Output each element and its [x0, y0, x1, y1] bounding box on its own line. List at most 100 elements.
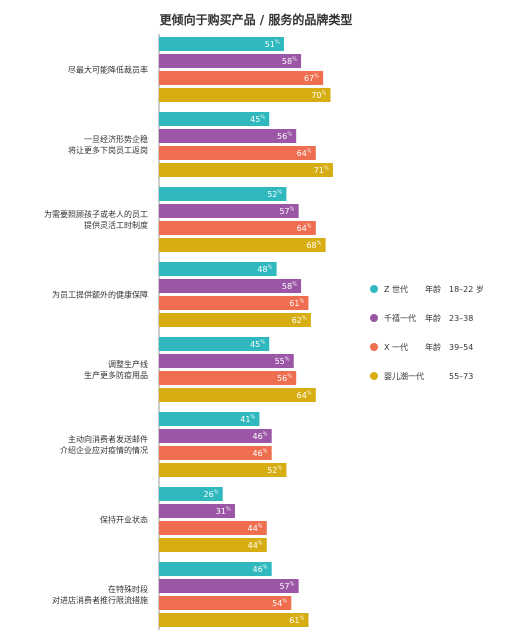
bar-value-unit: %	[287, 374, 292, 380]
bar-value-unit: %	[287, 132, 292, 138]
bar-value-unit: %	[292, 282, 297, 288]
legend-age-label: 年龄	[425, 284, 441, 294]
legend-series-name: Z 世代	[384, 284, 408, 294]
bar	[159, 112, 270, 126]
bars-group: 51 %58 %67 %70 %45 %56 %64 %71 %52 %57 %64 %68 %48 %5…	[159, 37, 333, 627]
bar-value-unit: %	[263, 432, 268, 438]
legend-age-range: 55–73	[449, 372, 473, 381]
bar	[159, 504, 235, 518]
legend-swatch	[370, 285, 378, 293]
category-label: 保持开业状态	[100, 515, 148, 525]
bar-value-unit: %	[263, 449, 268, 455]
bar	[159, 146, 316, 160]
bar-value-label: 31	[216, 507, 226, 516]
bar-value-unit: %	[258, 524, 263, 530]
bar-value-label: 48	[257, 265, 267, 274]
bar-value-label: 56	[277, 374, 287, 383]
bar-value-label: 61	[289, 616, 299, 625]
bar-value-label: 62	[292, 316, 302, 325]
bar-value-unit: %	[302, 316, 307, 322]
bar-value-unit: %	[324, 166, 329, 172]
bar	[159, 262, 277, 276]
bar-value-unit: %	[263, 565, 268, 571]
bar-value-label: 26	[204, 490, 214, 499]
bar-value-unit: %	[314, 74, 319, 80]
bar	[159, 613, 309, 627]
bar-value-label: 46	[253, 565, 263, 574]
category-label: 在特殊时段	[108, 584, 148, 594]
bar-value-label: 41	[240, 415, 250, 424]
bar-value-unit: %	[307, 391, 312, 397]
bar-value-label: 67	[304, 74, 314, 83]
category-label: 为员工提供额外的健康保障	[52, 290, 148, 300]
bar-value-unit: %	[299, 299, 304, 305]
category-label: 一旦经济形势企稳	[84, 134, 148, 144]
category-label: 对进店消费者推行限流措施	[52, 595, 148, 605]
legend-series-name: 婴儿潮一代	[384, 371, 424, 381]
bar-value-unit: %	[250, 415, 255, 421]
legend-age-label: 年龄	[425, 313, 441, 323]
bar	[159, 221, 316, 235]
bar-value-unit: %	[226, 507, 231, 513]
category-labels: 尽最大可能降低裁员率一旦经济形势企稳将让更多下岗员工返岗为需要照顾孩子或老人的员…	[44, 65, 148, 606]
bar-value-label: 58	[282, 57, 292, 66]
bar-value-unit: %	[307, 149, 312, 155]
bar	[159, 562, 272, 576]
legend-swatch	[370, 372, 378, 380]
bar-value-unit: %	[292, 57, 297, 63]
bar-value-label: 57	[279, 582, 289, 591]
legend-age-label: 年龄	[425, 342, 441, 352]
bar-value-unit: %	[285, 357, 290, 363]
bar-value-label: 54	[272, 599, 282, 608]
bar-value-unit: %	[299, 616, 304, 622]
bar	[159, 296, 309, 310]
bar-value-label: 64	[297, 391, 307, 400]
bar-value-unit: %	[258, 541, 263, 547]
legend-swatch	[370, 343, 378, 351]
bar-value-label: 70	[311, 91, 321, 100]
bar-value-unit: %	[290, 582, 295, 588]
bar	[159, 463, 287, 477]
bar	[159, 371, 297, 385]
bar-value-label: 52	[267, 466, 277, 475]
bar-value-unit: %	[260, 115, 265, 121]
bar-value-unit: %	[275, 40, 280, 46]
bar	[159, 412, 260, 426]
bar-value-label: 46	[253, 449, 263, 458]
bar	[159, 446, 272, 460]
bar	[159, 88, 331, 102]
bar-value-unit: %	[317, 241, 322, 247]
bar-value-unit: %	[260, 340, 265, 346]
bar	[159, 429, 272, 443]
legend-series-name: 千禧一代	[384, 313, 416, 323]
bar-value-unit: %	[322, 91, 327, 97]
bar-value-label: 45	[250, 340, 260, 349]
bar	[159, 337, 270, 351]
legend-age-range: 23–38	[449, 314, 473, 323]
bar-value-unit: %	[277, 190, 282, 196]
category-label: 尽最大可能降低裁员率	[68, 65, 148, 75]
bar-value-label: 61	[289, 299, 299, 308]
legend-series-name: X 一代	[384, 342, 408, 352]
bar	[159, 279, 302, 293]
category-label: 调整生产线	[108, 359, 148, 369]
bar-value-unit: %	[282, 599, 287, 605]
bar-value-label: 68	[306, 241, 316, 250]
bar-value-label: 55	[275, 357, 285, 366]
bar-value-label: 44	[248, 541, 258, 550]
category-label: 为需要照顾孩子或老人的员工	[44, 209, 148, 219]
bar	[159, 54, 302, 68]
bar-value-unit: %	[277, 466, 282, 472]
bar-value-label: 51	[265, 40, 275, 49]
chart-title: 更倾向于购买产品 / 服务的品牌类型	[160, 12, 353, 27]
bar-value-unit: %	[268, 265, 273, 271]
legend-age-range: 39–54	[449, 343, 473, 352]
bar-value-label: 57	[279, 207, 289, 216]
bar-value-label: 64	[297, 224, 307, 233]
bar-value-label: 45	[250, 115, 260, 124]
bar-value-label: 71	[314, 166, 324, 175]
bar-value-label: 52	[267, 190, 277, 199]
bar	[159, 596, 292, 610]
